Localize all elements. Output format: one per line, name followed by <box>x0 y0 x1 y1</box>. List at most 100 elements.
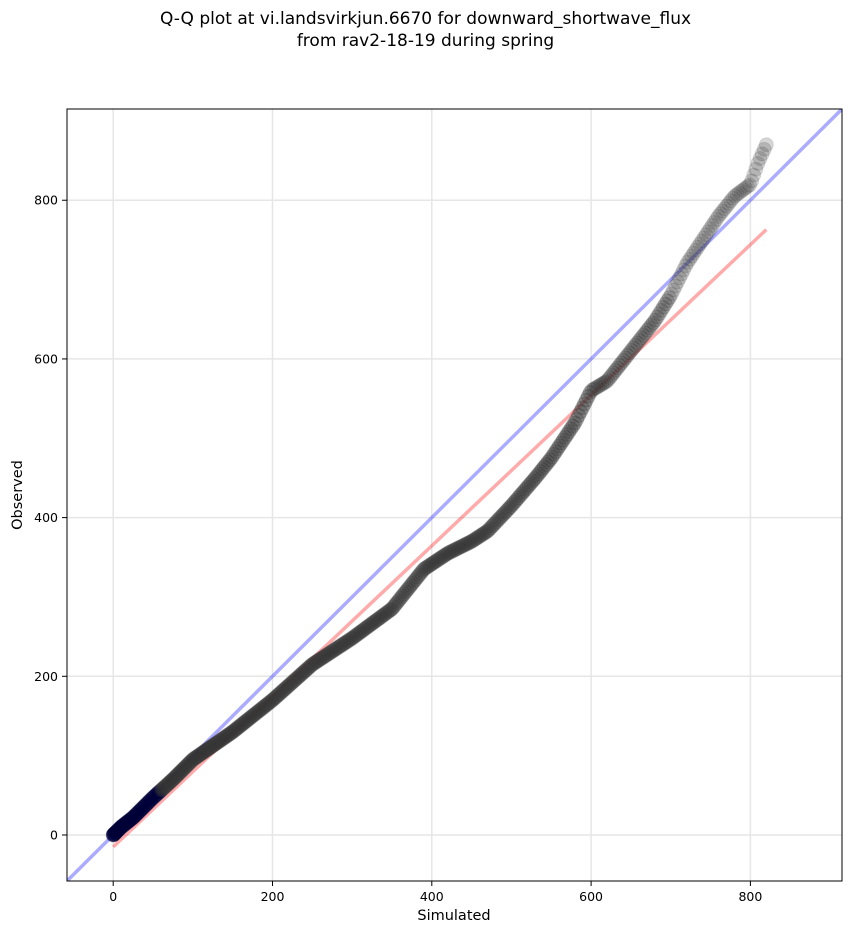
quantile-point <box>211 733 227 749</box>
quantile-point <box>422 557 438 573</box>
quantile-point <box>410 569 426 585</box>
quantile-point <box>639 322 655 338</box>
quantile-point <box>335 637 351 653</box>
quantile-point <box>425 555 441 571</box>
quantile-point <box>322 645 338 661</box>
quantile-point <box>504 497 520 513</box>
quantile-point <box>196 744 212 760</box>
quantile-point <box>343 631 359 647</box>
quantile-point <box>173 764 189 780</box>
quantile-point <box>357 621 373 637</box>
quantile-point <box>283 675 299 691</box>
quantile-point <box>279 679 295 695</box>
y-axis-ticks: 0 200 400 600 800 <box>34 193 67 842</box>
quantile-point <box>756 141 772 157</box>
quantile-point <box>362 617 378 633</box>
chart-title-line-2: from rav2-18-19 during spring <box>296 31 555 51</box>
quantile-point <box>271 686 287 702</box>
quantile-point <box>191 747 207 763</box>
quantile-point <box>723 193 739 209</box>
quantile-point <box>222 726 238 742</box>
quantile-point <box>277 681 293 697</box>
quantile-point <box>499 503 515 519</box>
quantile-point <box>221 727 237 743</box>
quantile-point <box>203 739 219 755</box>
quantile-point <box>574 400 590 416</box>
quantile-point <box>137 797 153 813</box>
quantile-point <box>112 820 128 836</box>
quantile-point <box>115 818 131 834</box>
quantile-point <box>686 245 702 261</box>
y-tick-label: 600 <box>34 351 58 366</box>
quantile-point <box>625 340 641 356</box>
quantile-point <box>132 803 148 819</box>
quantile-point <box>427 554 443 570</box>
quantile-point <box>527 471 543 487</box>
quantile-point <box>612 357 628 373</box>
quantile-point <box>107 825 123 841</box>
quantile-point <box>361 618 377 634</box>
quantile-point <box>492 510 508 526</box>
x-tick-label: 800 <box>738 889 762 904</box>
quantile-point <box>441 545 457 561</box>
quantile-point <box>136 798 152 814</box>
quantile-point <box>514 486 530 502</box>
quantile-point <box>114 819 130 835</box>
quantile-point <box>120 814 136 830</box>
quantile-point <box>134 801 150 817</box>
quantile-point <box>215 730 231 746</box>
quantile-point <box>548 444 564 460</box>
quantile-point <box>159 777 175 793</box>
quantile-point <box>308 654 324 670</box>
quantile-point <box>495 506 511 522</box>
quantile-point <box>314 650 330 666</box>
quantile-point <box>750 155 766 171</box>
quantile-point <box>550 441 566 457</box>
quantile-point <box>408 571 424 587</box>
quantile-point <box>748 161 764 177</box>
quantile-point <box>190 748 206 764</box>
quantile-point <box>746 167 762 183</box>
quantile-point <box>663 286 679 302</box>
quantile-point <box>614 355 630 371</box>
quantile-point <box>300 660 316 676</box>
data-points <box>105 137 774 843</box>
quantile-point <box>142 792 158 808</box>
quantile-point <box>245 707 261 723</box>
quantile-point <box>401 580 417 596</box>
quantile-point <box>690 239 706 255</box>
quantile-point <box>590 379 606 395</box>
quantile-point <box>538 456 554 472</box>
y-axis-label: Observed <box>10 460 26 530</box>
quantile-point <box>352 624 368 640</box>
quantile-point <box>608 362 624 378</box>
quantile-point <box>336 635 352 651</box>
quantile-point <box>282 677 298 693</box>
y-tick-label: 800 <box>34 193 58 208</box>
quantile-point <box>123 811 139 827</box>
quantile-point <box>453 538 469 554</box>
quantile-point <box>344 630 360 646</box>
quantile-point <box>244 708 260 724</box>
quantile-point <box>389 595 405 611</box>
quantile-point <box>372 610 388 626</box>
quantile-point <box>516 484 532 500</box>
quantile-point <box>455 538 471 554</box>
quantile-point <box>680 254 696 270</box>
quantile-point <box>164 773 180 789</box>
quantile-point <box>464 533 480 549</box>
quantile-point <box>298 662 314 678</box>
quantile-point <box>462 534 478 550</box>
quantile-point <box>240 712 256 728</box>
quantile-point <box>542 452 558 468</box>
quantile-point <box>320 646 336 662</box>
quantile-point <box>175 761 191 777</box>
quantile-point <box>584 382 600 398</box>
quantile-point <box>406 573 422 589</box>
quantile-point <box>481 522 497 538</box>
quantile-point <box>111 822 127 838</box>
quantile-point <box>670 274 686 290</box>
quantile-point <box>594 376 610 392</box>
quantile-point <box>116 817 132 833</box>
